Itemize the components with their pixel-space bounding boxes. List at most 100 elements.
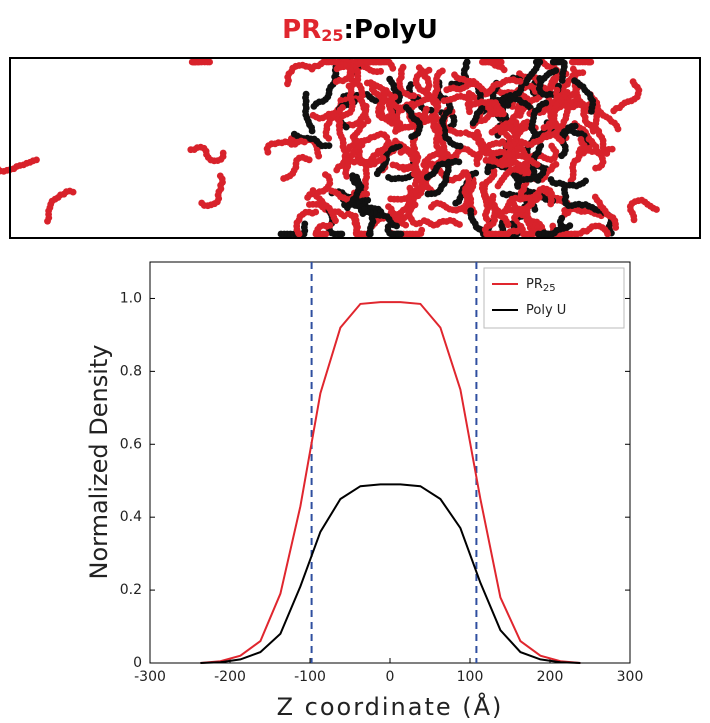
bead [604,230,611,238]
bead [518,162,526,169]
bead [322,230,330,238]
bead [363,58,370,66]
bead [338,230,346,238]
bead [358,141,366,149]
bead [412,180,419,188]
bead [582,177,589,185]
y-tick-label: 1.0 [120,290,142,306]
bead [524,169,532,177]
bead [608,145,616,153]
bead [290,130,298,138]
bead [284,80,291,88]
bead [540,124,548,132]
bead [440,114,448,121]
bead [334,59,341,67]
bead [402,221,410,229]
bead [349,172,357,180]
bead [295,230,303,238]
bead [391,93,399,101]
x-tick-label: 100 [457,669,484,685]
bead [455,158,463,166]
title-suffix: :PolyU [344,15,438,45]
legend-label: PR25 [526,277,556,295]
figure-title: PR25:PolyU [282,15,438,45]
bead [304,194,311,201]
bead [612,224,620,231]
legend-box [483,267,625,329]
bead [630,216,638,224]
bead [396,104,404,112]
y-tick-label: 0 [133,655,142,671]
bead [277,230,285,238]
bead [425,66,433,74]
bead [489,192,497,200]
bead [548,142,556,150]
bead [363,190,371,198]
bead [547,200,555,208]
bead [332,217,339,225]
bead [540,166,547,174]
bead [488,128,496,136]
bead [588,107,595,115]
bead [452,152,460,160]
series-line [200,301,581,664]
bead [498,108,506,116]
bead [196,58,203,66]
bead [310,103,318,110]
legend-label: Poly U [526,303,566,318]
bead [381,89,388,96]
x-tick-label: -300 [134,669,166,685]
bead [499,190,507,198]
y-tick-label: 0.6 [120,436,142,452]
bead [0,166,1,172]
bead [361,205,368,213]
bead [360,121,367,128]
bead [561,186,568,194]
bead [474,128,481,136]
bead [614,125,622,133]
x-tick-label: 300 [617,669,644,685]
bead [333,166,341,174]
x-tick-label: 0 [386,669,395,685]
legend-name: Poly U [526,303,566,318]
y-axis-label: Normalized Density [85,345,113,580]
bead [525,194,533,202]
simulation-box [9,57,701,239]
bead [463,58,471,66]
y-tick-label: 0.2 [120,582,142,598]
bead [301,138,308,146]
bead [187,146,195,154]
bead [536,58,544,66]
bead [533,161,541,168]
bead [452,199,460,207]
x-tick-label: 200 [537,669,564,685]
bead [330,111,337,118]
bead [516,70,523,77]
bead [402,104,410,111]
simulation-snapshot [0,58,660,238]
bead [451,71,458,79]
bead [532,130,539,138]
bead [342,123,350,131]
bead [589,126,597,133]
bead [603,150,611,157]
bead [44,217,51,225]
bead [579,69,587,76]
bead [552,161,560,168]
bead [489,59,496,67]
bead [280,175,287,182]
bead [385,203,392,211]
y-tick-label: 0.4 [120,509,142,525]
bead [357,230,365,238]
bead [504,221,512,229]
bead [407,81,415,88]
bead [364,196,372,204]
bead [333,65,341,73]
bead [416,219,424,227]
legend-name: PR [526,277,543,292]
bead [478,85,486,93]
title-subscript: 25 [321,26,343,45]
bead [502,142,510,150]
bead [325,135,333,142]
bead [462,129,470,137]
